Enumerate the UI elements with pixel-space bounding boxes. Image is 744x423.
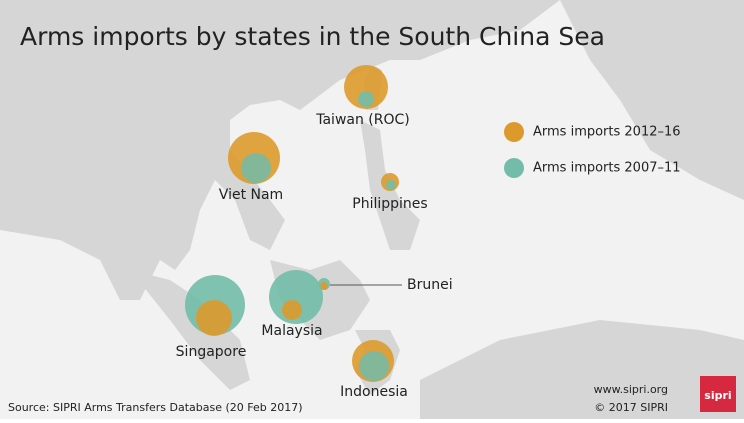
place-label: Philippines xyxy=(352,196,427,212)
legend-label: Arms imports 2007–11 xyxy=(533,161,681,176)
logo: sipri xyxy=(704,389,731,402)
bubble-2012-16 xyxy=(196,300,232,336)
bubble-2012-16 xyxy=(320,282,328,290)
logo-box xyxy=(700,376,736,412)
bubbles xyxy=(185,65,399,382)
legend-swatch xyxy=(504,122,524,142)
legend: Arms imports 2012–16 Arms imports 2007–1… xyxy=(504,122,681,178)
bubble-2012-16 xyxy=(344,65,388,109)
bubble-2007-11 xyxy=(359,351,389,381)
bubble-2012-16 xyxy=(282,300,302,320)
bubble-2007-11 xyxy=(241,153,271,183)
place-label: Brunei xyxy=(407,277,453,293)
place-label: Taiwan (ROC) xyxy=(315,112,410,128)
legend-swatch xyxy=(504,158,524,178)
legend-label: Arms imports 2012–16 xyxy=(533,125,681,140)
copyright: © 2017 SIPRI xyxy=(594,401,668,414)
website: www.sipri.org xyxy=(594,383,668,396)
place-label: Singapore xyxy=(176,344,247,360)
place-label: Viet Nam xyxy=(219,187,283,203)
place-label: Indonesia xyxy=(340,384,408,400)
place-label: Malaysia xyxy=(261,323,322,339)
bubble-2007-11 xyxy=(358,91,374,107)
bubble-2007-11 xyxy=(386,180,396,190)
title: Arms imports by states in the South Chin… xyxy=(20,22,605,51)
source: Source: SIPRI Arms Transfers Database (2… xyxy=(8,401,303,414)
